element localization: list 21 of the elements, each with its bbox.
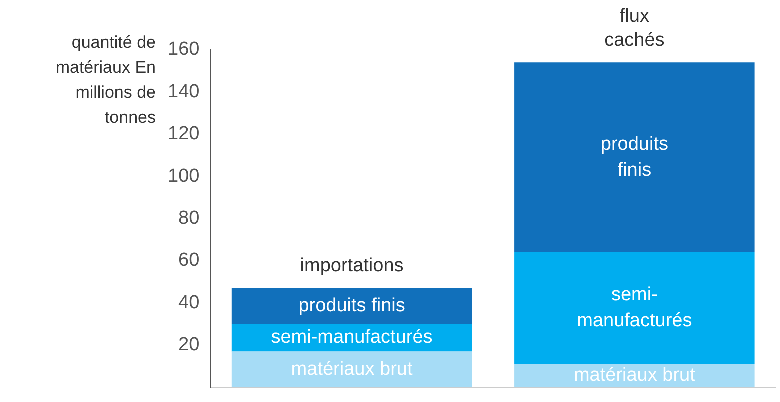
bar xyxy=(514,62,755,253)
bar xyxy=(514,252,755,364)
y-tick-label: 120 xyxy=(168,124,200,145)
series-label: produits finis xyxy=(298,296,406,317)
x-tick-label: importations xyxy=(300,256,404,277)
bar xyxy=(232,288,472,324)
text: matériaux brut xyxy=(291,358,413,380)
y-tick-label: 40 xyxy=(178,292,200,314)
y-tick-label: 20 xyxy=(178,334,200,356)
bar xyxy=(232,352,472,388)
text: semi-manufacturés xyxy=(577,284,692,332)
series-label: matériaux brut xyxy=(574,365,696,386)
y-axis-title: quantité de matériaux En millions de tonnes xyxy=(54,32,156,129)
y-tick-label: 140 xyxy=(168,81,200,102)
y-tick-label: 80 xyxy=(178,208,200,230)
y-tick-label: 60 xyxy=(178,250,200,272)
y-tick-label: 160 xyxy=(168,39,200,60)
series-label: semi-manufacturés xyxy=(271,327,433,348)
x-tick-label: flux cachés xyxy=(604,6,665,51)
text: produits finis xyxy=(600,134,668,181)
y-tick-label: 100 xyxy=(168,166,200,187)
